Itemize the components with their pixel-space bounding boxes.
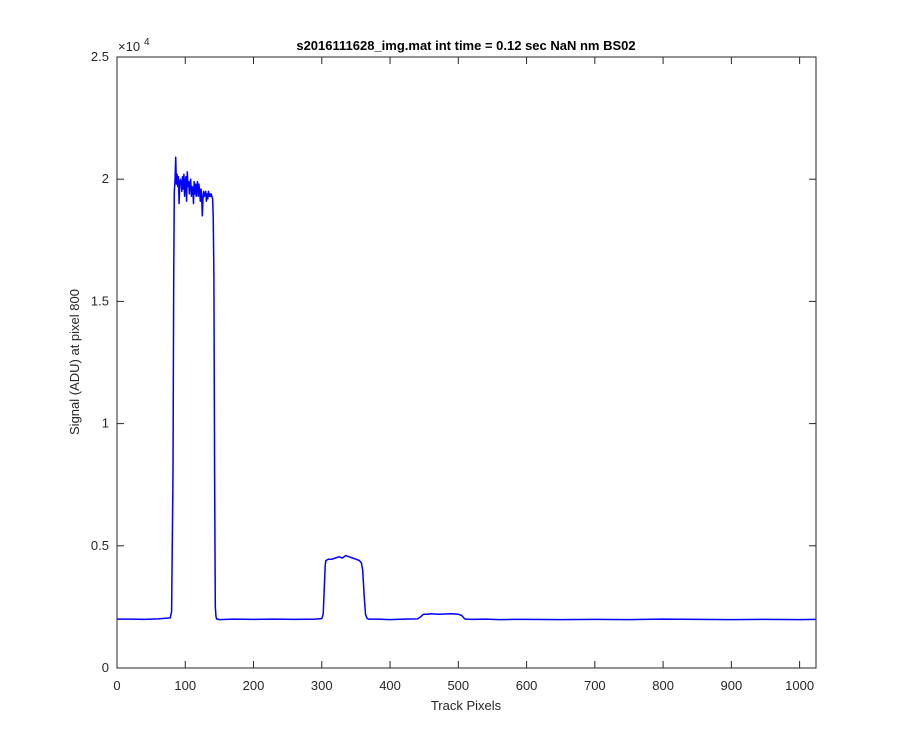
x-tick-label: 500 xyxy=(447,678,469,693)
y-exponent-power: 4 xyxy=(144,37,150,48)
y-tick-label: 2.5 xyxy=(91,49,109,64)
y-axis-label: Signal (ADU) at pixel 800 xyxy=(67,289,82,435)
x-tick-label: 100 xyxy=(174,678,196,693)
axes-box xyxy=(116,56,817,669)
y-tick-label: 0 xyxy=(102,660,109,675)
x-axis-label: Track Pixels xyxy=(431,698,502,713)
x-tick-label: 800 xyxy=(652,678,674,693)
data-layer xyxy=(117,156,817,621)
y-exponent-base: ×10 xyxy=(118,39,140,54)
ticks-layer: 0 100 200 300 400 500 600 700 800 900 1000 0 0.5 1 1.5… xyxy=(91,49,816,693)
y-tick-label: 1 xyxy=(102,416,109,431)
x-tick-label: 600 xyxy=(516,678,538,693)
x-tick-label: 0 xyxy=(113,678,120,693)
x-tick-label: 300 xyxy=(311,678,333,693)
plot-area xyxy=(117,57,816,668)
x-tick-label: 900 xyxy=(721,678,743,693)
x-tick-label: 400 xyxy=(379,678,401,693)
chart-title: s2016111628_img.mat int time = 0.12 sec … xyxy=(296,38,635,53)
y-tick-label: 2 xyxy=(102,171,109,186)
y-exponent-label: ×10 4 xyxy=(118,37,150,54)
x-tick-label: 200 xyxy=(243,678,265,693)
y-tick-label: 1.5 xyxy=(91,293,109,308)
series-line xyxy=(117,156,817,621)
x-tick-label: 700 xyxy=(584,678,606,693)
x-tick-label: 1000 xyxy=(785,678,814,693)
y-tick-label: 0.5 xyxy=(91,538,109,553)
